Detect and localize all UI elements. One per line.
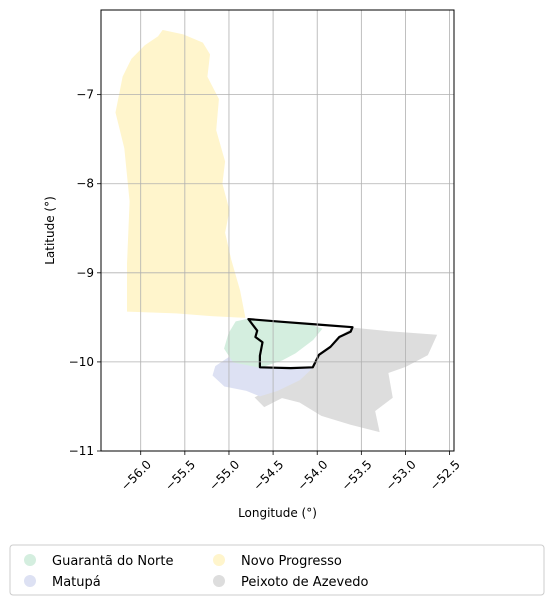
legend-label-guaranta-do-norte: Guarantã do Norte <box>52 554 173 569</box>
grid-lines <box>101 10 454 452</box>
y-tick-label: −8 <box>76 177 94 191</box>
legend-label-novo-progresso: Novo Progresso <box>241 554 342 569</box>
y-axis-label: Latitude (°) <box>43 196 57 265</box>
x-tick-label: −53.0 <box>383 457 419 493</box>
plot-frame <box>100 9 455 452</box>
x-tick-label: −53.5 <box>339 457 375 493</box>
x-tick-label: −55.5 <box>162 457 198 493</box>
map-regions <box>115 29 438 433</box>
legend-box <box>9 544 545 596</box>
selected-region-outline <box>247 318 354 370</box>
x-tick-label: −54.5 <box>251 457 287 493</box>
x-tick-label: −52.5 <box>427 457 463 493</box>
y-tick-label: −7 <box>76 88 94 102</box>
legend-label-peixoto-de-azevedo: Peixoto de Azevedo <box>241 575 368 590</box>
legend-label-matupa: Matupá <box>52 575 101 590</box>
x-axis-label: Longitude (°) <box>238 506 317 520</box>
legend-marker-novo-progresso <box>213 554 225 566</box>
x-tick-label: −55.0 <box>206 457 242 493</box>
x-tick-label: −56.0 <box>118 457 154 493</box>
y-tick-label: −11 <box>69 444 94 458</box>
y-axis-ticks: −7 −8 −9 −10 −11 <box>69 88 101 458</box>
legend-marker-matupa <box>24 575 36 587</box>
x-axis-ticks: −56.0 −55.5 −55.0 −54.5 −54.0 −53.5 −53.0 −52.5 <box>118 451 463 493</box>
x-tick-label: −54.0 <box>295 457 331 493</box>
legend-marker-peixoto-de-azevedo <box>213 575 225 587</box>
legend: Guarantã do Norte Matupá Novo Progresso Pei… <box>9 544 545 596</box>
y-tick-label: −10 <box>69 355 94 369</box>
legend-marker-guaranta-do-norte <box>24 554 36 566</box>
selected-outline-layer <box>247 318 354 370</box>
region-novo-progresso <box>115 29 246 318</box>
y-tick-label: −9 <box>76 266 94 280</box>
